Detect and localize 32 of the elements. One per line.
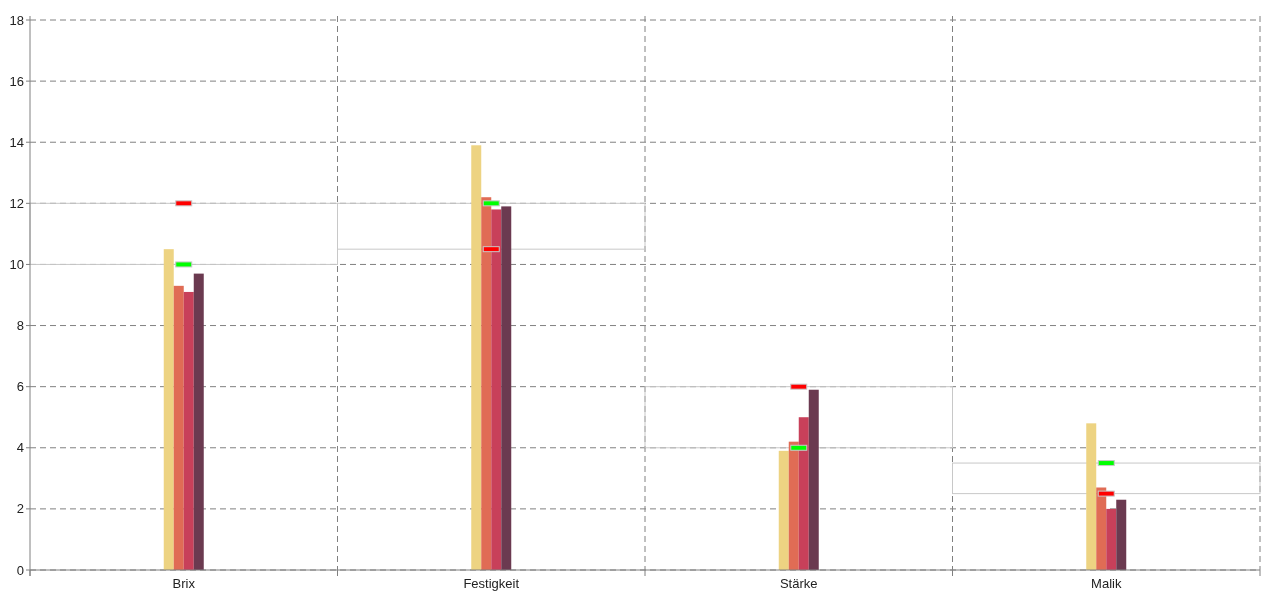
bar (173, 285, 184, 570)
bar (163, 249, 174, 570)
y-tick-label: 6 (16, 379, 24, 395)
bar (491, 209, 502, 570)
y-tick-label: 12 (9, 195, 24, 211)
bar (778, 450, 789, 570)
bar (788, 441, 799, 570)
bar (952, 462, 1261, 495)
y-tick-label: 0 (16, 562, 24, 578)
bar (481, 197, 492, 570)
x-tick-label: Brix (172, 576, 196, 591)
x-tick-label: Stärke (779, 576, 818, 591)
bar (808, 389, 819, 570)
x-tick-label: Festigkeit (463, 576, 520, 591)
y-tick-label: 16 (9, 73, 24, 89)
bar (471, 145, 482, 570)
bar (193, 273, 204, 570)
x-tick-label: Malik (1091, 576, 1122, 591)
bar (1116, 499, 1127, 570)
y-tick-label: 14 (9, 134, 24, 150)
bar (644, 386, 953, 449)
y-tick-label: 4 (16, 440, 24, 456)
y-tick-label: 2 (16, 501, 24, 517)
bar (798, 417, 809, 570)
bar (1106, 508, 1117, 570)
bar (183, 291, 194, 570)
bar (1086, 423, 1097, 570)
bar (501, 206, 512, 570)
y-tick-label: 10 (9, 256, 24, 272)
bar (1096, 487, 1107, 570)
y-tick-label: 18 (9, 12, 24, 28)
y-tick-label: 8 (16, 318, 24, 334)
